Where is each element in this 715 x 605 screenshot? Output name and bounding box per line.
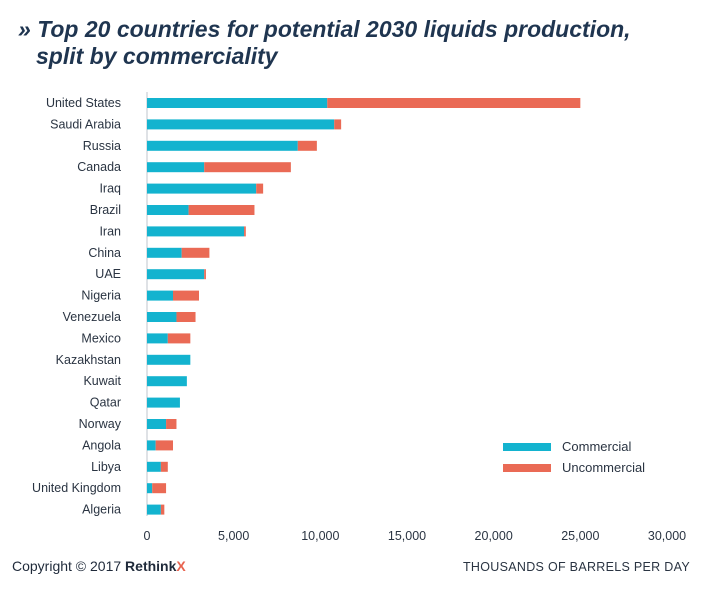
legend-swatch-commercial [503, 443, 551, 451]
bar-commercial [147, 354, 191, 365]
category-label: Canada [77, 160, 121, 174]
bar-commercial [147, 397, 180, 408]
bar-uncommercial [167, 333, 191, 344]
bar-commercial [147, 183, 257, 194]
bar-commercial [147, 483, 153, 494]
bar-uncommercial [188, 205, 255, 215]
bar-commercial [147, 333, 168, 344]
bar-uncommercial [166, 419, 177, 429]
bar-commercial [147, 140, 298, 151]
bar-uncommercial [176, 312, 196, 322]
x-tick-label: 30,000 [648, 529, 686, 543]
category-label: Qatar [90, 396, 121, 410]
bar-commercial [147, 504, 161, 515]
bar-commercial [147, 205, 189, 215]
x-tick-label: 0 [144, 529, 151, 543]
x-axis-label: THOUSANDS OF BARRELS PER DAY [463, 560, 690, 574]
bar-uncommercial [244, 226, 246, 237]
bar-uncommercial [181, 247, 210, 258]
x-tick-label: 25,000 [561, 529, 599, 543]
category-label: Mexico [81, 331, 121, 345]
bar-uncommercial [204, 162, 291, 173]
category-label: Brazil [90, 203, 121, 217]
bar-commercial [147, 226, 245, 237]
x-tick-label: 15,000 [388, 529, 426, 543]
brand-x: X [176, 558, 186, 574]
title-text-1: Top 20 countries for potential 2030 liqu… [37, 16, 631, 42]
category-label: Iraq [99, 182, 121, 196]
category-label: China [88, 246, 121, 260]
category-label: Iran [99, 224, 121, 238]
bar-uncommercial [327, 98, 581, 108]
bar-commercial [147, 98, 328, 108]
title-line-2: split by commerciality [36, 43, 278, 69]
bar-commercial [147, 312, 177, 322]
legend-swatch-uncommercial [503, 464, 551, 472]
bar-uncommercial [160, 461, 168, 472]
bar-commercial [147, 440, 156, 451]
bar-commercial [147, 290, 173, 301]
legend-label-uncommercial: Uncommercial [562, 460, 645, 475]
category-label: Saudi Arabia [50, 117, 121, 131]
bar-uncommercial [160, 504, 165, 515]
x-tick-label: 10,000 [301, 529, 339, 543]
category-label: Nigeria [81, 289, 121, 303]
copyright-text: Copyright © 2017 [12, 558, 126, 574]
category-label: Algeria [82, 503, 121, 517]
category-label: Russia [83, 139, 121, 153]
category-label: United States [46, 96, 121, 110]
bar-uncommercial [155, 440, 173, 451]
category-label: United Kingdom [32, 481, 121, 495]
bar-uncommercial [173, 290, 199, 301]
bar-uncommercial [204, 269, 206, 280]
legend-label-commercial: Commercial [562, 439, 631, 454]
bar-uncommercial [152, 483, 167, 494]
bar-uncommercial [256, 183, 264, 194]
bar-uncommercial [297, 140, 317, 151]
bar-commercial [147, 419, 167, 429]
category-label: Venezuela [63, 310, 121, 324]
bar-commercial [147, 461, 161, 472]
category-label: Norway [79, 417, 122, 431]
title-line-1: » Top 20 countries for potential 2030 li… [18, 16, 698, 43]
x-tick-label: 20,000 [475, 529, 513, 543]
bar-commercial [147, 162, 205, 173]
category-label: Kuwait [83, 374, 121, 388]
bar-commercial [147, 119, 335, 130]
chart-title: » Top 20 countries for potential 2030 li… [18, 16, 698, 70]
category-label: Kazakhstan [56, 353, 121, 367]
bar-commercial [147, 247, 182, 258]
bar-commercial [147, 269, 205, 280]
category-label: UAE [95, 267, 121, 281]
copyright-notice: Copyright © 2017 RethinkX [12, 558, 186, 574]
category-label: Angola [82, 438, 121, 452]
title-prefix: » [18, 16, 31, 42]
category-label: Libya [91, 460, 121, 474]
x-tick-label: 5,000 [218, 529, 249, 543]
brand-name: Rethink [125, 558, 177, 574]
bar-uncommercial [334, 119, 342, 130]
bar-commercial [147, 376, 187, 387]
